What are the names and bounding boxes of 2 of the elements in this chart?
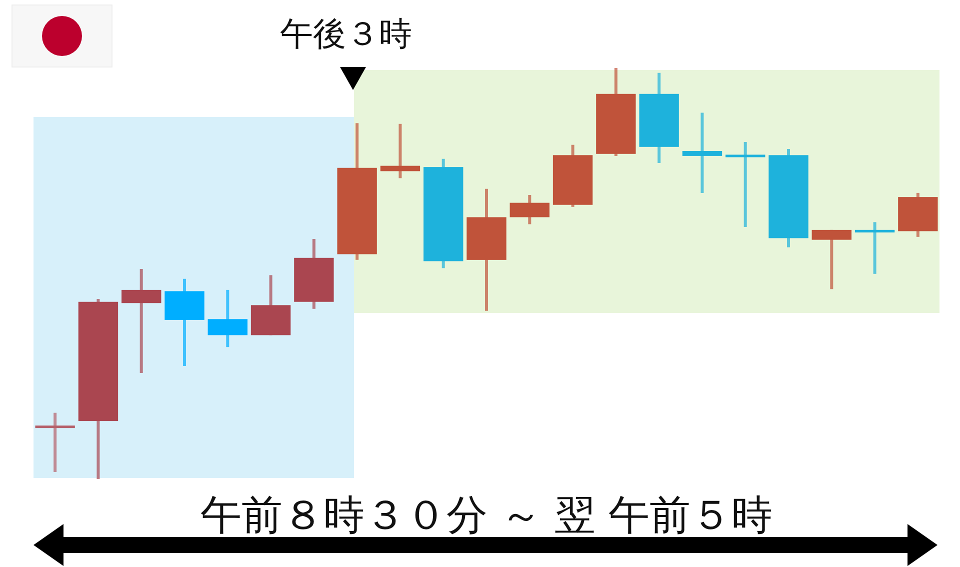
xlabel: 午前８時３０分 ～ 翌 午前５時 bbox=[200, 491, 773, 539]
annotation: 午後３時 bbox=[280, 14, 412, 53]
